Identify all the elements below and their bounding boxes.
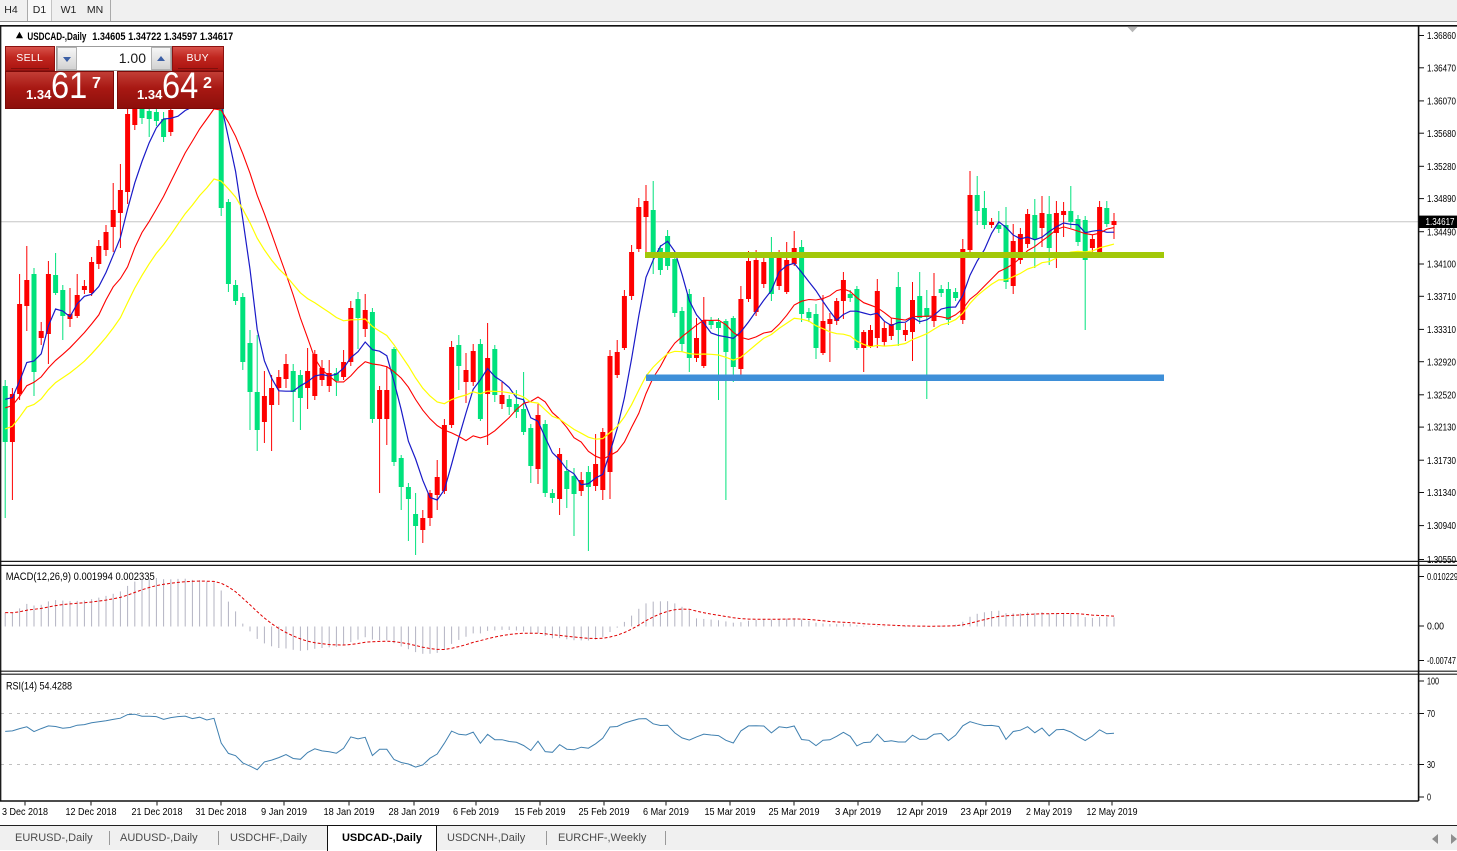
svg-text:15 Feb 2019: 15 Feb 2019 bbox=[515, 806, 566, 818]
svg-text:1.32520: 1.32520 bbox=[1427, 390, 1456, 401]
svg-text:1.33710: 1.33710 bbox=[1427, 292, 1456, 303]
svg-text:MACD(12,26,9) 0.001994 0.00233: MACD(12,26,9) 0.001994 0.002335 bbox=[6, 571, 155, 583]
svg-text:0: 0 bbox=[1427, 793, 1431, 804]
svg-text:1.30550: 1.30550 bbox=[1427, 555, 1456, 566]
svg-text:1.34617: 1.34617 bbox=[1426, 217, 1455, 228]
svg-text:1.36860: 1.36860 bbox=[1427, 31, 1456, 42]
svg-text:6 Mar 2019: 6 Mar 2019 bbox=[643, 806, 689, 818]
svg-text:1.32130: 1.32130 bbox=[1427, 423, 1456, 434]
svg-text:30: 30 bbox=[1427, 760, 1435, 771]
svg-text:1.34890: 1.34890 bbox=[1427, 194, 1456, 205]
svg-text:12 Apr 2019: 12 Apr 2019 bbox=[897, 806, 948, 818]
svg-text:31 Dec 2018: 31 Dec 2018 bbox=[196, 806, 247, 818]
svg-text:2 May 2019: 2 May 2019 bbox=[1026, 806, 1072, 818]
svg-text:RSI(14) 54.4288: RSI(14) 54.4288 bbox=[6, 681, 72, 693]
svg-text:6 Feb 2019: 6 Feb 2019 bbox=[453, 806, 499, 818]
svg-text:0.00: 0.00 bbox=[1427, 622, 1444, 633]
svg-text:18 Jan 2019: 18 Jan 2019 bbox=[324, 806, 375, 818]
svg-text:1.34100: 1.34100 bbox=[1427, 260, 1456, 271]
svg-text:1.36470: 1.36470 bbox=[1427, 63, 1456, 74]
svg-text:0.010229: 0.010229 bbox=[1427, 572, 1457, 583]
svg-text:1.31340: 1.31340 bbox=[1427, 488, 1456, 499]
svg-text:-0.00747: -0.00747 bbox=[1427, 656, 1456, 667]
svg-text:1.34605 1.34722 1.34597 1.3461: 1.34605 1.34722 1.34597 1.34617 bbox=[92, 31, 233, 43]
svg-text:1.33310: 1.33310 bbox=[1427, 325, 1456, 336]
svg-text:1.34490: 1.34490 bbox=[1427, 227, 1456, 238]
svg-text:12 Dec 2018: 12 Dec 2018 bbox=[66, 806, 117, 818]
svg-text:70: 70 bbox=[1427, 709, 1435, 720]
svg-text:1.35680: 1.35680 bbox=[1427, 129, 1456, 140]
svg-text:15 Mar 2019: 15 Mar 2019 bbox=[705, 806, 756, 818]
svg-text:12 May 2019: 12 May 2019 bbox=[1087, 806, 1138, 818]
svg-text:1.35280: 1.35280 bbox=[1427, 162, 1456, 173]
svg-text:23 Apr 2019: 23 Apr 2019 bbox=[961, 806, 1012, 818]
svg-text:USDCAD-,Daily: USDCAD-,Daily bbox=[27, 31, 87, 43]
svg-text:3 Apr 2019: 3 Apr 2019 bbox=[835, 806, 881, 818]
svg-text:21 Dec 2018: 21 Dec 2018 bbox=[132, 806, 183, 818]
svg-text:25 Mar 2019: 25 Mar 2019 bbox=[769, 806, 820, 818]
svg-text:1.30940: 1.30940 bbox=[1427, 521, 1456, 532]
svg-text:1.32920: 1.32920 bbox=[1427, 357, 1456, 368]
svg-text:9 Jan 2019: 9 Jan 2019 bbox=[261, 806, 307, 818]
svg-text:1.36070: 1.36070 bbox=[1427, 97, 1456, 108]
svg-text:25 Feb 2019: 25 Feb 2019 bbox=[579, 806, 630, 818]
svg-text:28 Jan 2019: 28 Jan 2019 bbox=[389, 806, 440, 818]
svg-text:1.31730: 1.31730 bbox=[1427, 456, 1456, 467]
svg-text:100: 100 bbox=[1427, 677, 1439, 688]
svg-text:3 Dec 2018: 3 Dec 2018 bbox=[2, 806, 48, 818]
